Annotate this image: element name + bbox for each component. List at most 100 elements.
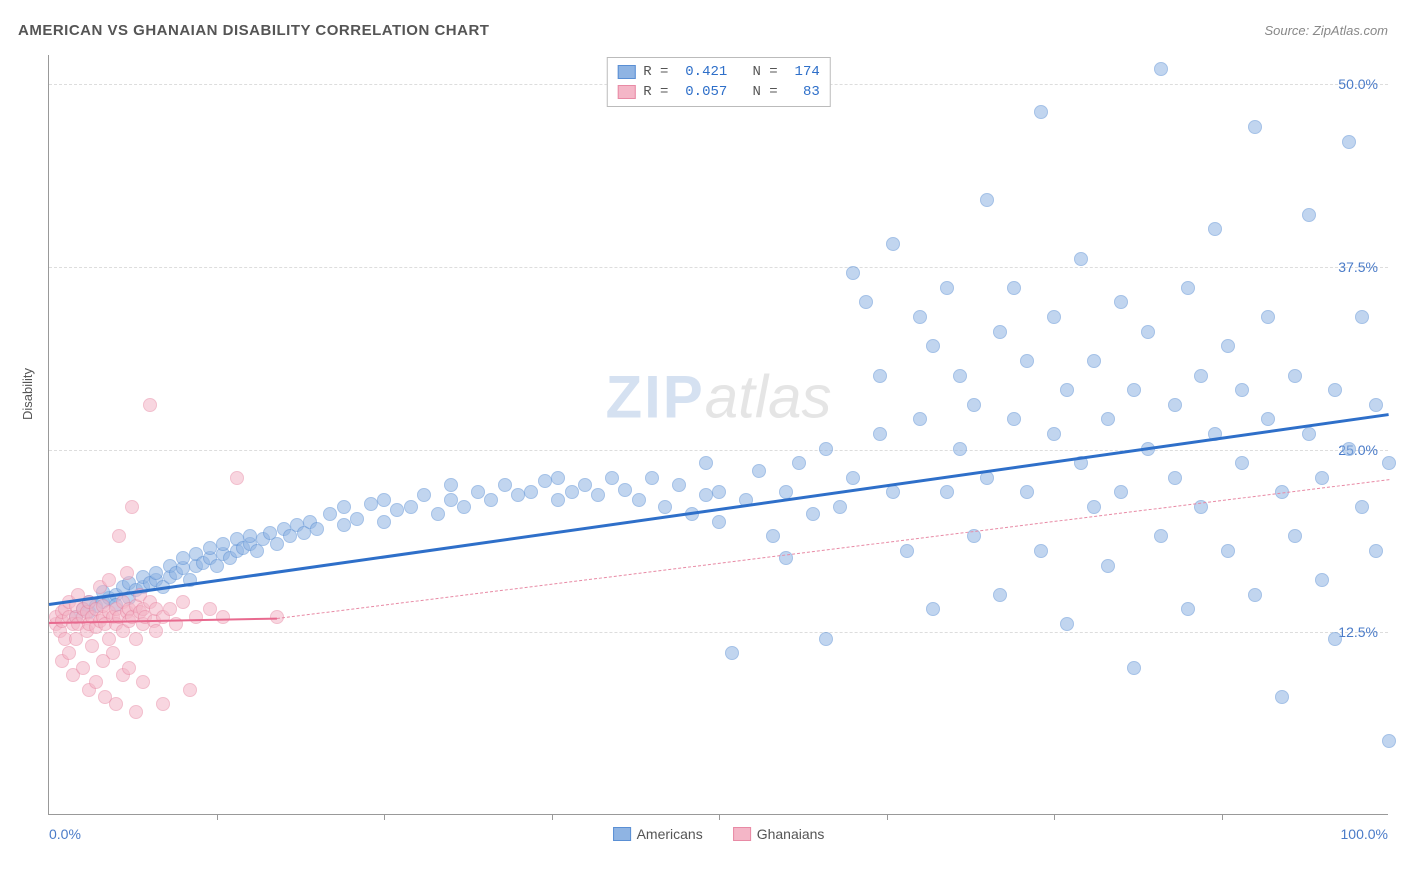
correlation-legend: R = 0.421 N = 174 R = 0.057 N = 83 — [606, 57, 831, 107]
data-point — [1074, 252, 1088, 266]
data-point — [846, 471, 860, 485]
data-point — [792, 456, 806, 470]
data-point — [806, 507, 820, 521]
data-point — [980, 193, 994, 207]
data-point — [752, 464, 766, 478]
x-tick-mark — [552, 814, 553, 820]
data-point — [471, 485, 485, 499]
data-point — [106, 646, 120, 660]
data-point — [953, 369, 967, 383]
y-tick-label: 50.0% — [1338, 76, 1378, 92]
data-point — [1047, 310, 1061, 324]
data-point — [940, 281, 954, 295]
data-point — [926, 339, 940, 353]
data-point — [645, 471, 659, 485]
data-point — [102, 573, 116, 587]
data-point — [524, 485, 538, 499]
data-point — [873, 369, 887, 383]
data-point — [1221, 339, 1235, 353]
data-point — [953, 442, 967, 456]
data-point — [163, 602, 177, 616]
data-point — [1114, 295, 1128, 309]
data-point — [1369, 398, 1383, 412]
legend-swatch — [733, 827, 751, 841]
data-point — [819, 632, 833, 646]
legend-row: R = 0.057 N = 83 — [617, 82, 820, 102]
legend-stats: R = 0.057 N = 83 — [643, 84, 820, 100]
data-point — [913, 412, 927, 426]
data-point — [1382, 456, 1396, 470]
data-point — [216, 610, 230, 624]
data-point — [337, 518, 351, 532]
data-point — [1275, 690, 1289, 704]
data-point — [1342, 135, 1356, 149]
data-point — [1369, 544, 1383, 558]
y-axis-label: Disability — [20, 368, 35, 420]
data-point — [658, 500, 672, 514]
data-point — [846, 266, 860, 280]
trendline — [49, 413, 1389, 606]
data-point — [1101, 412, 1115, 426]
data-point — [1355, 500, 1369, 514]
data-point — [712, 485, 726, 499]
data-point — [1235, 383, 1249, 397]
data-point — [538, 474, 552, 488]
data-point — [1047, 427, 1061, 441]
data-point — [1168, 471, 1182, 485]
data-point — [1127, 383, 1141, 397]
data-point — [766, 529, 780, 543]
legend-series-name: Ghanaians — [757, 826, 825, 842]
data-point — [1315, 573, 1329, 587]
data-point — [337, 500, 351, 514]
chart-title: AMERICAN VS GHANAIAN DISABILITY CORRELAT… — [18, 22, 489, 39]
data-point — [417, 488, 431, 502]
data-point — [1154, 62, 1168, 76]
data-point — [390, 503, 404, 517]
x-tick-mark — [384, 814, 385, 820]
data-point — [1248, 588, 1262, 602]
data-point — [699, 488, 713, 502]
data-point — [1087, 354, 1101, 368]
data-point — [484, 493, 498, 507]
data-point — [913, 310, 927, 324]
data-point — [62, 646, 76, 660]
legend-row: R = 0.421 N = 174 — [617, 62, 820, 82]
data-point — [350, 512, 364, 526]
data-point — [551, 493, 565, 507]
data-point — [699, 456, 713, 470]
data-point — [1302, 208, 1316, 222]
data-point — [203, 541, 217, 555]
data-point — [1141, 325, 1155, 339]
data-point — [886, 485, 900, 499]
data-point — [156, 697, 170, 711]
data-point — [444, 478, 458, 492]
data-point — [1020, 354, 1034, 368]
data-point — [993, 325, 1007, 339]
data-point — [102, 632, 116, 646]
data-point — [85, 639, 99, 653]
gridline — [49, 267, 1388, 268]
data-point — [364, 497, 378, 511]
data-point — [457, 500, 471, 514]
data-point — [189, 610, 203, 624]
x-tick-mark — [1222, 814, 1223, 820]
watermark: ZIPatlas — [605, 362, 831, 431]
gridline — [49, 632, 1388, 633]
data-point — [1060, 617, 1074, 631]
x-axis-max-label: 100.0% — [1341, 826, 1388, 842]
data-point — [377, 493, 391, 507]
legend-item: Americans — [613, 826, 703, 842]
data-point — [176, 595, 190, 609]
data-point — [1127, 661, 1141, 675]
data-point — [310, 522, 324, 536]
data-point — [551, 471, 565, 485]
legend-swatch — [613, 827, 631, 841]
data-point — [1154, 529, 1168, 543]
data-point — [1382, 734, 1396, 748]
data-point — [203, 602, 217, 616]
data-point — [1208, 222, 1222, 236]
data-point — [129, 632, 143, 646]
x-tick-mark — [1054, 814, 1055, 820]
data-point — [112, 529, 126, 543]
data-point — [230, 471, 244, 485]
